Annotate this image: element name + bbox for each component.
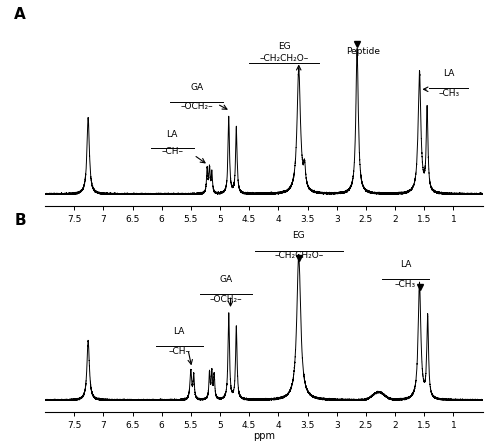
Text: EG: EG bbox=[278, 43, 290, 51]
X-axis label: ppm: ppm bbox=[253, 431, 275, 441]
Text: –CH₂CH₂O–: –CH₂CH₂O– bbox=[260, 54, 309, 63]
Text: –CH–: –CH– bbox=[161, 147, 183, 156]
Text: GA: GA bbox=[190, 83, 203, 92]
Text: EG: EG bbox=[292, 231, 305, 240]
Text: –CH–: –CH– bbox=[168, 347, 190, 356]
Text: A: A bbox=[14, 8, 26, 23]
Text: LA: LA bbox=[400, 260, 411, 269]
Text: –OCH₂–: –OCH₂– bbox=[180, 102, 213, 111]
Text: –OCH₂–: –OCH₂– bbox=[210, 295, 242, 303]
Text: –CH₂CH₂O–: –CH₂CH₂O– bbox=[274, 252, 324, 260]
Text: Peptide: Peptide bbox=[346, 47, 380, 56]
Text: B: B bbox=[14, 214, 26, 229]
Text: LA: LA bbox=[174, 327, 185, 336]
Text: LA: LA bbox=[443, 69, 454, 78]
Text: –CH₃: –CH₃ bbox=[395, 280, 416, 289]
Text: –CH₃: –CH₃ bbox=[438, 89, 459, 97]
Text: GA: GA bbox=[220, 275, 232, 284]
Text: LA: LA bbox=[166, 130, 178, 139]
